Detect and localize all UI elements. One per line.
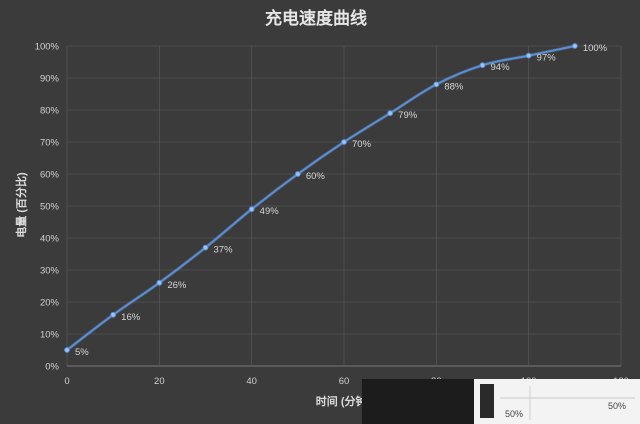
y-tick-label: 90% <box>40 74 60 85</box>
data-label: 100% <box>583 43 608 54</box>
data-point <box>156 279 163 286</box>
data-label: 49% <box>260 206 280 217</box>
data-label: 60% <box>306 171 326 182</box>
overlay-label-right: 50% <box>608 401 626 411</box>
data-point <box>387 110 394 117</box>
y-tick-label: 40% <box>40 234 60 245</box>
y-tick-label: 60% <box>40 170 60 181</box>
data-label: 79% <box>398 110 418 121</box>
data-point <box>202 244 209 251</box>
data-point <box>571 43 578 49</box>
y-tick-label: 50% <box>40 202 60 213</box>
data-point <box>341 139 347 145</box>
y-tick-label: 20% <box>40 298 60 309</box>
data-point <box>110 311 117 318</box>
overlay-glyph-block <box>480 384 494 418</box>
data-point <box>64 347 70 353</box>
y-tick-label: 100% <box>35 42 60 53</box>
data-label: 94% <box>491 62 511 73</box>
overlay-label-left: 50% <box>505 409 523 419</box>
data-point <box>433 81 440 88</box>
overlay-dark-panel <box>362 379 474 424</box>
x-tick-label: 60 <box>339 376 350 387</box>
data-point <box>479 62 486 69</box>
data-label: 70% <box>352 139 372 150</box>
tick-labels: 0% 10% 20% 30% 40% 50% 60% 70% 80% 90% 100% 0 20 40 60… <box>35 42 629 388</box>
x-axis-label: 时间 (分钟) <box>316 394 371 408</box>
data-point <box>294 171 301 177</box>
data-label: 37% <box>214 245 234 256</box>
y-tick-label: 10% <box>40 330 60 341</box>
x-tick-label: 40 <box>246 376 257 387</box>
x-tick-label: 20 <box>154 376 165 387</box>
series-line <box>66 45 576 351</box>
data-label: 97% <box>537 53 557 64</box>
overlay-light-panel <box>474 379 640 424</box>
y-axis-label: 电量 (百分比) <box>14 172 28 238</box>
data-labels: 5% 16% 26% 37% 49% 60% 70% 79% 88% 94% 97% 100% <box>75 43 608 358</box>
y-tick-label: 70% <box>40 138 60 149</box>
y-tick-label: 80% <box>40 106 60 117</box>
data-label: 88% <box>444 81 464 92</box>
data-label: 5% <box>75 347 89 358</box>
data-point <box>248 206 255 213</box>
chart-title: 充电速度曲线 <box>265 8 367 28</box>
overlay-fragment: 50% 50% <box>362 379 640 424</box>
data-label: 26% <box>167 280 187 291</box>
y-tick-label: 30% <box>40 266 60 277</box>
data-label: 16% <box>121 312 141 323</box>
series-layer <box>64 43 578 353</box>
x-tick-label: 0 <box>64 376 69 387</box>
y-tick-label: 0% <box>45 362 59 373</box>
grid-lines <box>66 45 622 367</box>
data-point <box>525 52 532 59</box>
series-line-glow <box>65 44 576 352</box>
